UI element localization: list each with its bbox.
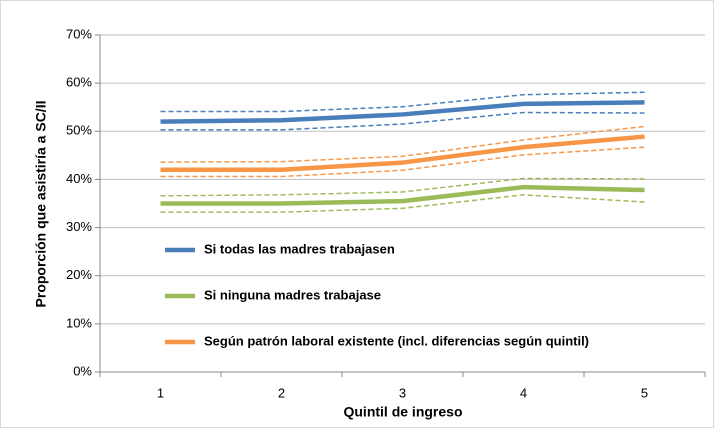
y-tick-label: 0% [73,363,92,378]
x-tick-label: 4 [520,385,527,400]
x-tick-label: 3 [399,385,406,400]
lower-bound-line [160,111,645,131]
legend-label: Si ninguna madres trabajase [204,287,381,302]
y-tick-label: 10% [66,315,92,330]
x-tick-label: 1 [157,385,164,400]
upper-bound-line [160,125,645,163]
x-tick-label: 5 [641,385,648,400]
legend-bg [160,331,672,353]
y-axis-title: Proporción que asistiría a SC/II [33,101,49,308]
y-tick-label: 30% [66,219,92,234]
legend-label: Según patrón laboral existente (incl. di… [204,333,589,348]
y-tick-label: 60% [66,75,92,90]
lower-bound-line [160,146,645,178]
lower-bound-line [160,194,645,213]
y-tick-label: 20% [66,267,92,282]
series-line [160,100,645,124]
legend-bg [160,239,452,261]
x-tick-label: 2 [278,385,285,400]
series-line [160,184,645,206]
y-tick-label: 40% [66,171,92,186]
upper-bound-line [160,91,645,113]
y-tick-label: 50% [66,123,92,138]
legend-bg [160,285,452,307]
upper-bound-line [160,177,645,197]
legend-label: Si todas las madres trabajasen [204,241,395,256]
y-tick-label: 70% [66,26,92,41]
series-line [160,134,645,173]
x-axis-title: Quintil de ingreso [343,404,462,420]
